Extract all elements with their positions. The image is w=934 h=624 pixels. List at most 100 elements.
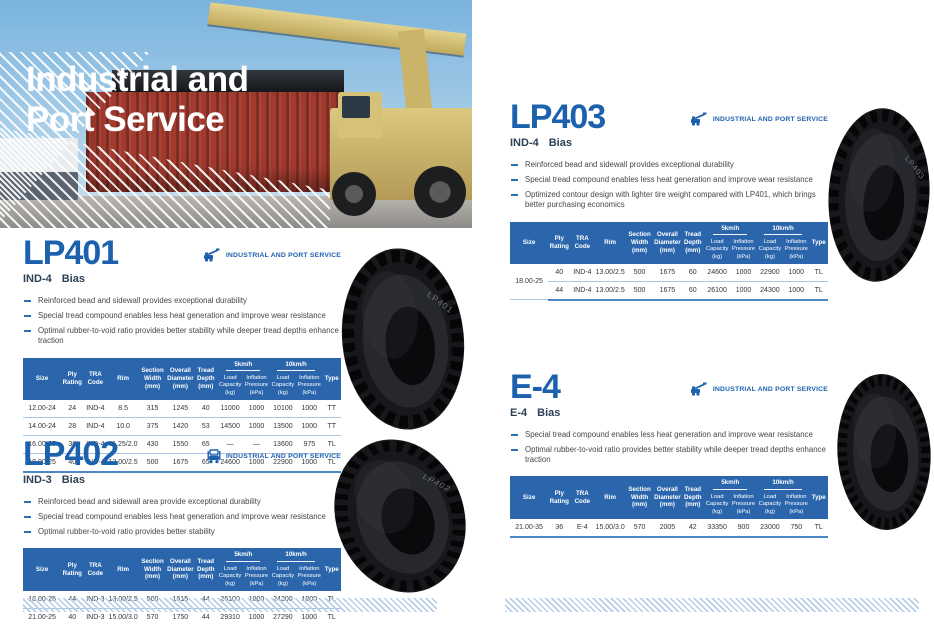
spec-cell: 1000 <box>243 608 270 624</box>
speed-group-header: 5km/h <box>216 548 270 564</box>
spec-cell: 13600 <box>269 435 297 454</box>
spec-cell: IND-4 <box>83 417 108 436</box>
spec-cell: 40 <box>548 263 571 282</box>
column-header: Overall Diameter (mm) <box>166 548 195 591</box>
spec-table-header: Size Ply Rating TRA Code Rim Section Width (… <box>23 357 341 400</box>
tra-category: IND-4 <box>23 273 52 285</box>
forklift-icon <box>207 449 221 464</box>
feature-list: Reinforced bead and sidewall area provid… <box>23 497 341 537</box>
column-header: Section Width (mm) <box>139 548 167 591</box>
service-badge-label: INDUSTRIAL AND PORT SERVICE <box>225 453 341 460</box>
product-code: LP401 <box>23 234 119 272</box>
spec-cell: 2005 <box>653 518 682 538</box>
column-subheader: Inflation Pressure (kPa) <box>243 372 270 400</box>
spec-table-lp401: Size Ply Rating TRA Code Rim Section Width (… <box>23 357 341 473</box>
feature-bullet: Reinforced bead and sidewall provides ex… <box>23 296 341 306</box>
column-subheader: Inflation Pressure (kPa) <box>243 563 270 591</box>
spec-cell: 36 <box>548 518 571 538</box>
column-header: Type <box>809 476 828 519</box>
spec-cell: E-4 <box>570 518 595 538</box>
spec-cell: 33350 <box>703 518 731 538</box>
spec-cell: 975 <box>296 435 323 454</box>
column-header: TRA Code <box>83 548 108 591</box>
spec-cell: 1750 <box>166 608 195 624</box>
footer-hatch-strip <box>505 598 919 612</box>
spec-cell: 14.00-24 <box>23 417 62 436</box>
feature-bullet: Optimized contour design with lighter ti… <box>510 190 828 210</box>
spec-cell: 11.25/2.0 <box>107 435 140 454</box>
page-title-line2: Port Service <box>26 99 225 139</box>
column-header: Ply Rating <box>61 548 84 591</box>
spec-cell: 15.00/3.0 <box>594 518 627 538</box>
column-header: Section Width (mm) <box>139 357 167 400</box>
column-subheader: Load Capacity (kg) <box>269 563 297 591</box>
column-subheader: Load Capacity (kg) <box>756 236 784 264</box>
feature-bullet: Optimal rubber-to-void ratio provides be… <box>23 326 341 346</box>
column-header: Section Width (mm) <box>626 221 654 264</box>
spec-cell: TL <box>809 263 828 282</box>
column-header: Type <box>322 357 341 400</box>
spec-cell: 10100 <box>269 399 297 418</box>
spec-row: 21.00-25 40 IND-3 15.00/3.0 570 1750 44 29310 10… <box>23 608 341 624</box>
spec-cell: IND-4 <box>83 435 108 454</box>
product-subtitle: IND-3 Bias <box>23 474 341 486</box>
spec-table-e4: Size Ply Rating TRA Code Rim Section Width (… <box>510 476 828 538</box>
speed-group-header: 10km/h <box>269 357 323 373</box>
column-subheader: Load Capacity (kg) <box>756 491 784 519</box>
spec-table-header: Size Ply Rating TRA Code Rim Section Width (… <box>510 476 828 519</box>
page-title-line1: Industrial and <box>26 60 249 99</box>
page-title: Industrial and Port Service <box>26 60 249 140</box>
service-badge-label: INDUSTRIAL AND PORT SERVICE <box>712 385 828 393</box>
page-right: LP403 IND-4 Bias INDUSTRIAL AND PORT SERV… <box>467 0 934 624</box>
spec-cell: — <box>243 435 270 454</box>
service-badge: INDUSTRIAL AND PORT SERVICE <box>207 449 341 464</box>
spec-cell: 24 <box>61 399 84 418</box>
column-header: Rim <box>107 357 140 400</box>
speed-group-header: 10km/h <box>756 221 810 237</box>
spec-cell: 40 <box>194 399 217 418</box>
spec-cell: 1000 <box>783 263 810 282</box>
construction-type: Bias <box>537 407 561 419</box>
spec-cell: 40 <box>61 453 84 473</box>
column-subheader: Inflation Pressure (kPa) <box>783 236 810 264</box>
construction-type: Bias <box>61 474 85 486</box>
spec-cell: 26100 <box>703 281 731 301</box>
feature-bullet: Special tread compound enables less heat… <box>23 311 341 321</box>
hero-wheel <box>332 172 376 216</box>
hero-wheel <box>414 166 466 218</box>
tra-category: E-4 <box>510 407 528 419</box>
feature-bullet: Reinforced bead and sidewall area provid… <box>23 497 341 507</box>
spec-cell: 315 <box>139 399 167 418</box>
spec-row: 14.00-24 28 IND-4 10.0 375 1420 53 14500 1000 135… <box>23 417 341 436</box>
spec-cell: IND-3 <box>83 608 108 624</box>
column-subheader: Inflation Pressure (kPa) <box>730 236 757 264</box>
column-header: Type <box>809 221 828 264</box>
column-header: Rim <box>594 221 627 264</box>
product-section-lp401: LP401 IND-4 Bias INDUSTRIAL AND PORT SERV… <box>23 236 341 473</box>
spec-cell: 24600 <box>703 263 731 282</box>
page-left: Industrial and Port Service LP401 IND-4 B… <box>0 0 472 624</box>
spec-cell: 1245 <box>166 399 195 418</box>
spec-cell: 1550 <box>166 435 195 454</box>
spec-cell: 1675 <box>166 453 195 473</box>
column-header: Section Width (mm) <box>626 476 654 519</box>
column-header: Tread Depth (mm) <box>681 476 704 519</box>
spec-table-lp403: Size Ply Rating TRA Code Rim Section Width (… <box>510 221 828 301</box>
spec-cell: 18.00-25 <box>510 263 549 301</box>
hero-photo: Industrial and Port Service <box>0 0 472 228</box>
spec-cell: — <box>216 435 244 454</box>
spec-cell: 60 <box>681 281 704 301</box>
service-badge-label: INDUSTRIAL AND PORT SERVICE <box>712 115 828 123</box>
column-header: Tread Depth (mm) <box>194 548 217 591</box>
spec-cell: 1000 <box>243 399 270 418</box>
spec-cell: 13.00/2.5 <box>594 263 627 282</box>
spec-cell: 500 <box>626 281 654 301</box>
construction-type: Bias <box>61 273 85 285</box>
construction-type: Bias <box>548 137 572 149</box>
spec-cell: 1000 <box>243 417 270 436</box>
service-badge: INDUSTRIAL AND PORT SERVICE <box>690 112 828 126</box>
product-code: LP402 <box>23 435 119 473</box>
column-header: Overall Diameter (mm) <box>653 476 682 519</box>
spec-cell: 13500 <box>269 417 297 436</box>
